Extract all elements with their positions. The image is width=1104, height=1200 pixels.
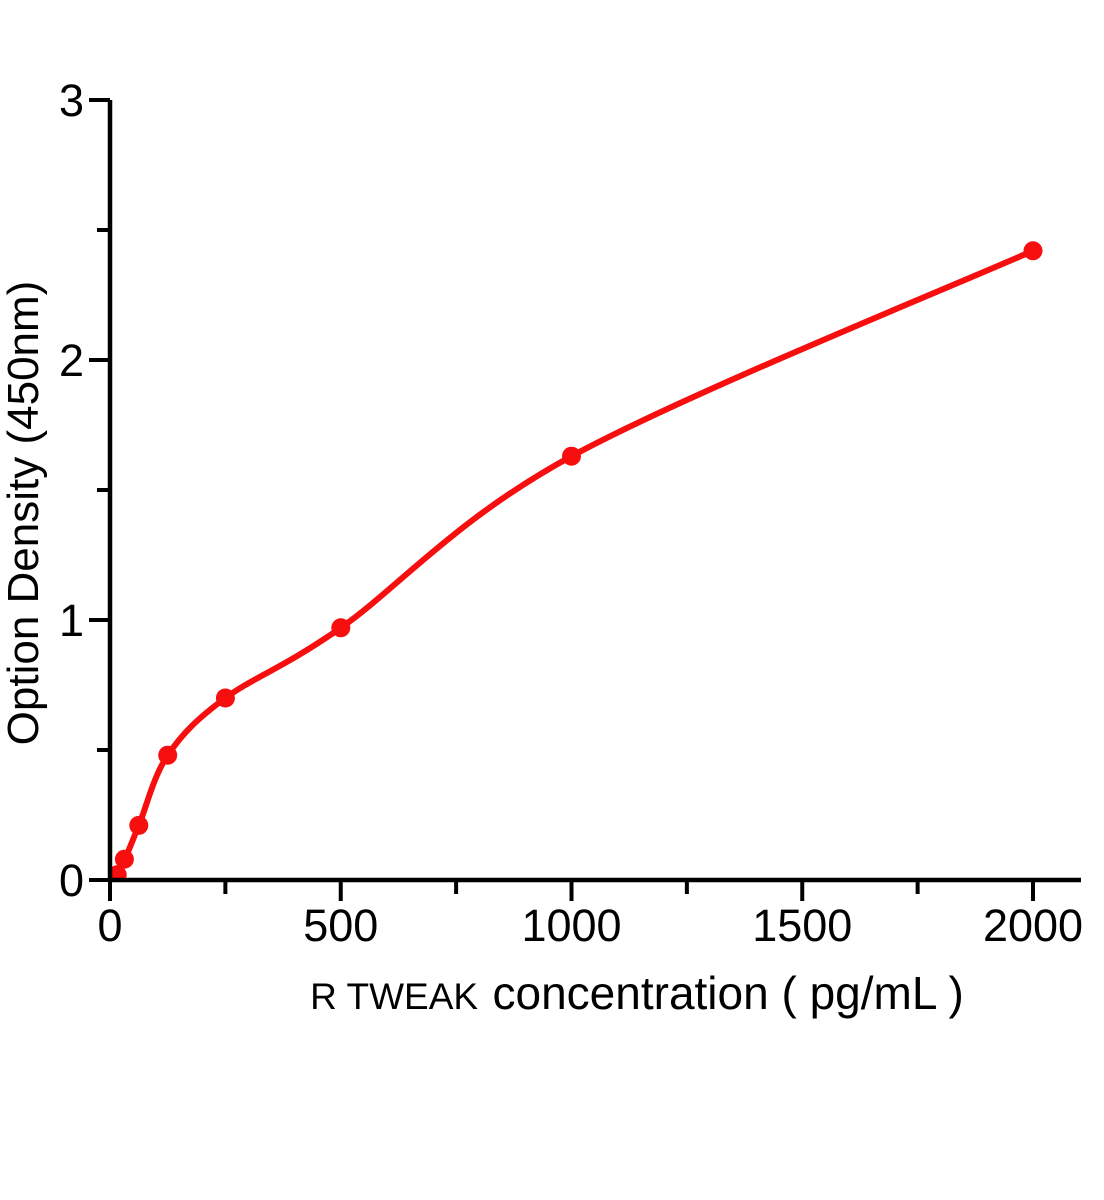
data-point bbox=[129, 815, 149, 835]
y-axis-title: Option Density (450nm) bbox=[0, 281, 48, 746]
x-tick-label: 1500 bbox=[752, 900, 852, 951]
axes-layer bbox=[107, 100, 1081, 883]
x-tick-label: 0 bbox=[97, 900, 122, 951]
y-tick-label: 1 bbox=[59, 595, 84, 646]
x-axis-title-prefix: R TWEAK bbox=[310, 976, 478, 1017]
data-point bbox=[562, 446, 581, 466]
tick-label-layer: 0 500 1000 1500 2000 0 1 2 3 bbox=[59, 75, 1083, 951]
y-tick-label: 0 bbox=[59, 855, 84, 906]
x-axis-title-main: concentration ( pg/mL ) bbox=[493, 967, 964, 1019]
y-tick-label: 2 bbox=[59, 335, 84, 386]
data-point bbox=[158, 745, 178, 765]
data-point bbox=[1023, 241, 1043, 261]
x-tick-label: 1000 bbox=[521, 900, 621, 951]
data-point bbox=[331, 618, 351, 638]
y-tick-label: 3 bbox=[59, 75, 84, 126]
x-tick-label: 2000 bbox=[983, 900, 1083, 951]
data-point bbox=[215, 688, 235, 708]
x-axis-title: R TWEAK concentration ( pg/mL ) bbox=[310, 967, 964, 1019]
data-point bbox=[114, 849, 134, 869]
x-tick-label: 500 bbox=[303, 900, 378, 951]
series-layer bbox=[110, 241, 1043, 880]
fit-curve bbox=[110, 247, 1036, 880]
axis-spines bbox=[107, 100, 1081, 883]
tick-layer bbox=[89, 98, 1035, 901]
data-point bbox=[110, 865, 127, 880]
